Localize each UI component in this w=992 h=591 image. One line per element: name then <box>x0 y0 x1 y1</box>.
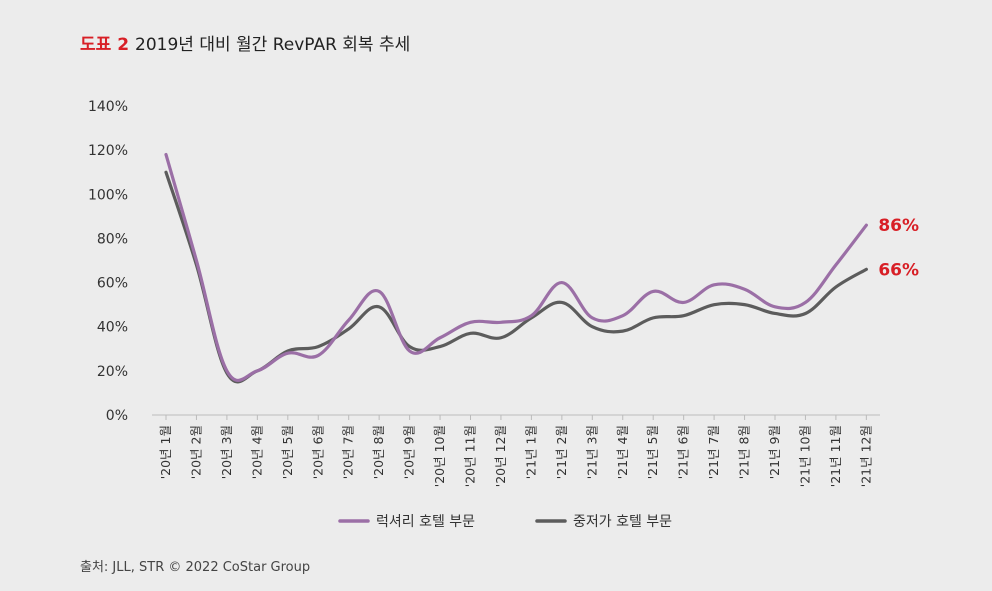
x-tick-label: '20년 11월 <box>463 425 478 487</box>
x-tick-label: '20년 6월 <box>310 425 325 479</box>
x-tick-label: '20년 5월 <box>280 425 295 479</box>
x-tick-label: '20년 4월 <box>249 425 264 479</box>
y-tick-label: 20% <box>97 364 128 380</box>
series-line-midscale <box>164 170 868 384</box>
end-value-label: 66% <box>878 260 919 280</box>
x-tick-label: '21년 5월 <box>645 425 660 479</box>
x-tick-label: '20년 9월 <box>402 425 417 479</box>
y-tick-label: 40% <box>97 320 128 336</box>
x-tick-label: '21년 3월 <box>584 425 599 479</box>
end-value-label: 86% <box>878 216 919 236</box>
x-tick-label: '20년 3월 <box>219 425 234 479</box>
chart-title: 도표 2 2019년 대비 월간 RevPAR 회복 추세 <box>80 30 410 55</box>
y-tick-label: 80% <box>97 231 128 247</box>
y-tick-label: 100% <box>88 187 128 203</box>
x-tick-label: '21년 4월 <box>615 425 630 479</box>
x-tick-label: '21년 9월 <box>767 425 782 479</box>
figure-label: 도표 2 <box>80 35 130 55</box>
x-tick-label: '20년 10월 <box>432 425 447 487</box>
x-tick-label: '21년 11월 <box>828 425 843 487</box>
y-tick-label: 140% <box>88 99 128 115</box>
y-tick-label: 120% <box>88 143 128 159</box>
x-tick-label: '21년 10월 <box>797 425 812 487</box>
source-note: 출처: JLL, STR © 2022 CoStar Group <box>80 560 311 575</box>
x-tick-label: '21년 8월 <box>737 425 752 479</box>
x-tick-label: '20년 2월 <box>188 425 203 479</box>
title-text: 2019년 대비 월간 RevPAR 회복 추세 <box>135 35 411 55</box>
y-tick-label: 0% <box>106 408 128 424</box>
x-tick-label: '20년 12월 <box>493 425 508 487</box>
x-tick-label: '21년 2월 <box>554 425 569 479</box>
x-tick-label: '21년 7월 <box>706 425 721 479</box>
y-tick-label: 60% <box>97 276 128 292</box>
legend-luxury-label: 럭셔리 호텔 부문 <box>376 514 475 530</box>
x-tick-label: '21년 6월 <box>676 425 691 479</box>
x-tick-label: '20년 1월 <box>158 425 173 479</box>
x-tick-label: '20년 7월 <box>341 425 356 479</box>
x-tick-label: '21년 1월 <box>523 425 538 479</box>
x-tick-label: '21년 12월 <box>858 425 873 487</box>
series-line-luxury <box>164 152 868 382</box>
legend-midscale-label: 중저가 호텔 부문 <box>573 514 672 530</box>
x-tick-label: '20년 8월 <box>371 425 386 479</box>
